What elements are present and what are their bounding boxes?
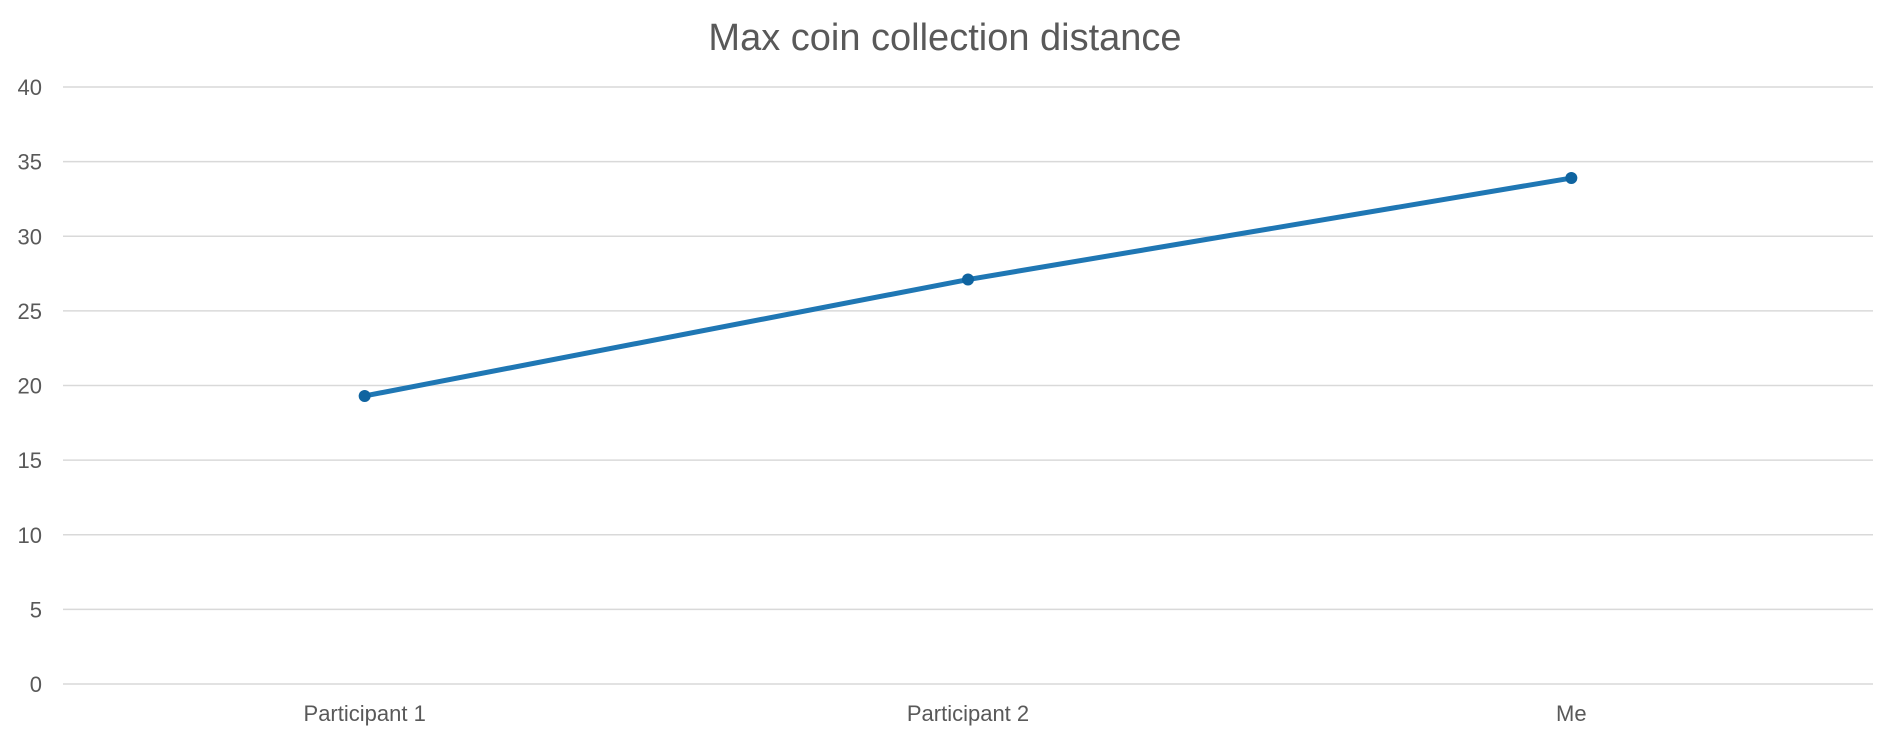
- x-tick-label: Participant 2: [907, 701, 1029, 726]
- y-tick-label: 10: [18, 523, 42, 548]
- y-tick-label: 15: [18, 448, 42, 473]
- chart-title: Max coin collection distance: [708, 17, 1181, 59]
- y-tick-label: 25: [18, 299, 42, 324]
- data-point: [358, 389, 371, 402]
- series-line: [362, 175, 1574, 399]
- x-tick-label: Me: [1556, 701, 1587, 726]
- series: [358, 172, 1578, 402]
- y-tick-label: 40: [18, 75, 42, 100]
- y-tick-label: 5: [30, 597, 42, 622]
- data-point: [962, 273, 974, 286]
- y-tick-label: 20: [18, 374, 42, 399]
- x-tick-label: Participant 1: [304, 701, 426, 726]
- data-point: [1565, 172, 1578, 185]
- y-tick-label: 0: [30, 672, 42, 697]
- x-axis-ticks: Participant 1 Participant 2 Me: [304, 701, 1587, 726]
- y-tick-label: 30: [18, 224, 42, 249]
- y-axis-ticks: 0 5 10 15 20 25 30 35 40: [18, 75, 42, 697]
- y-tick-label: 35: [18, 150, 42, 175]
- gridlines: [63, 86, 1873, 685]
